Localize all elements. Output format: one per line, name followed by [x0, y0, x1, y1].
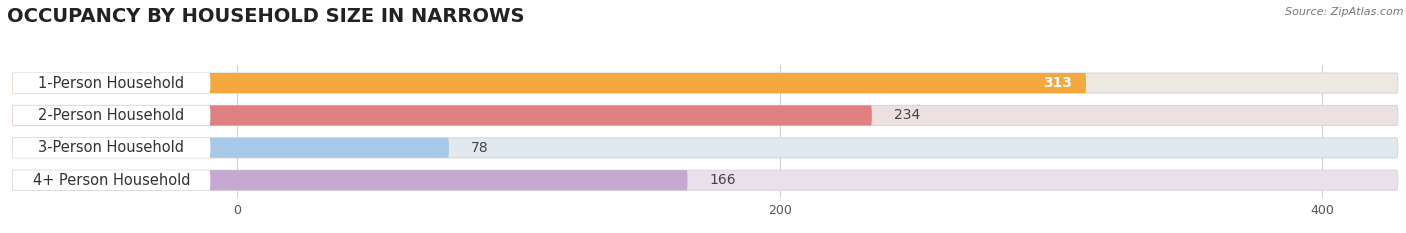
- Text: 234: 234: [894, 108, 920, 123]
- FancyBboxPatch shape: [13, 170, 211, 190]
- Text: 4+ Person Household: 4+ Person Household: [32, 173, 190, 188]
- FancyBboxPatch shape: [13, 73, 1398, 93]
- Text: 2-Person Household: 2-Person Household: [38, 108, 184, 123]
- FancyBboxPatch shape: [13, 170, 688, 190]
- Text: 1-Person Household: 1-Person Household: [38, 75, 184, 91]
- Text: 313: 313: [1043, 76, 1073, 90]
- Text: 3-Person Household: 3-Person Household: [38, 140, 184, 155]
- Text: OCCUPANCY BY HOUSEHOLD SIZE IN NARROWS: OCCUPANCY BY HOUSEHOLD SIZE IN NARROWS: [7, 7, 524, 26]
- FancyBboxPatch shape: [13, 73, 211, 93]
- Text: 166: 166: [709, 173, 735, 187]
- FancyBboxPatch shape: [13, 105, 211, 126]
- FancyBboxPatch shape: [13, 138, 1398, 158]
- FancyBboxPatch shape: [13, 138, 211, 158]
- FancyBboxPatch shape: [13, 105, 1398, 126]
- FancyBboxPatch shape: [13, 105, 872, 126]
- FancyBboxPatch shape: [13, 138, 449, 158]
- Text: 78: 78: [471, 141, 488, 155]
- FancyBboxPatch shape: [13, 73, 1085, 93]
- Text: Source: ZipAtlas.com: Source: ZipAtlas.com: [1285, 7, 1403, 17]
- FancyBboxPatch shape: [13, 170, 1398, 190]
